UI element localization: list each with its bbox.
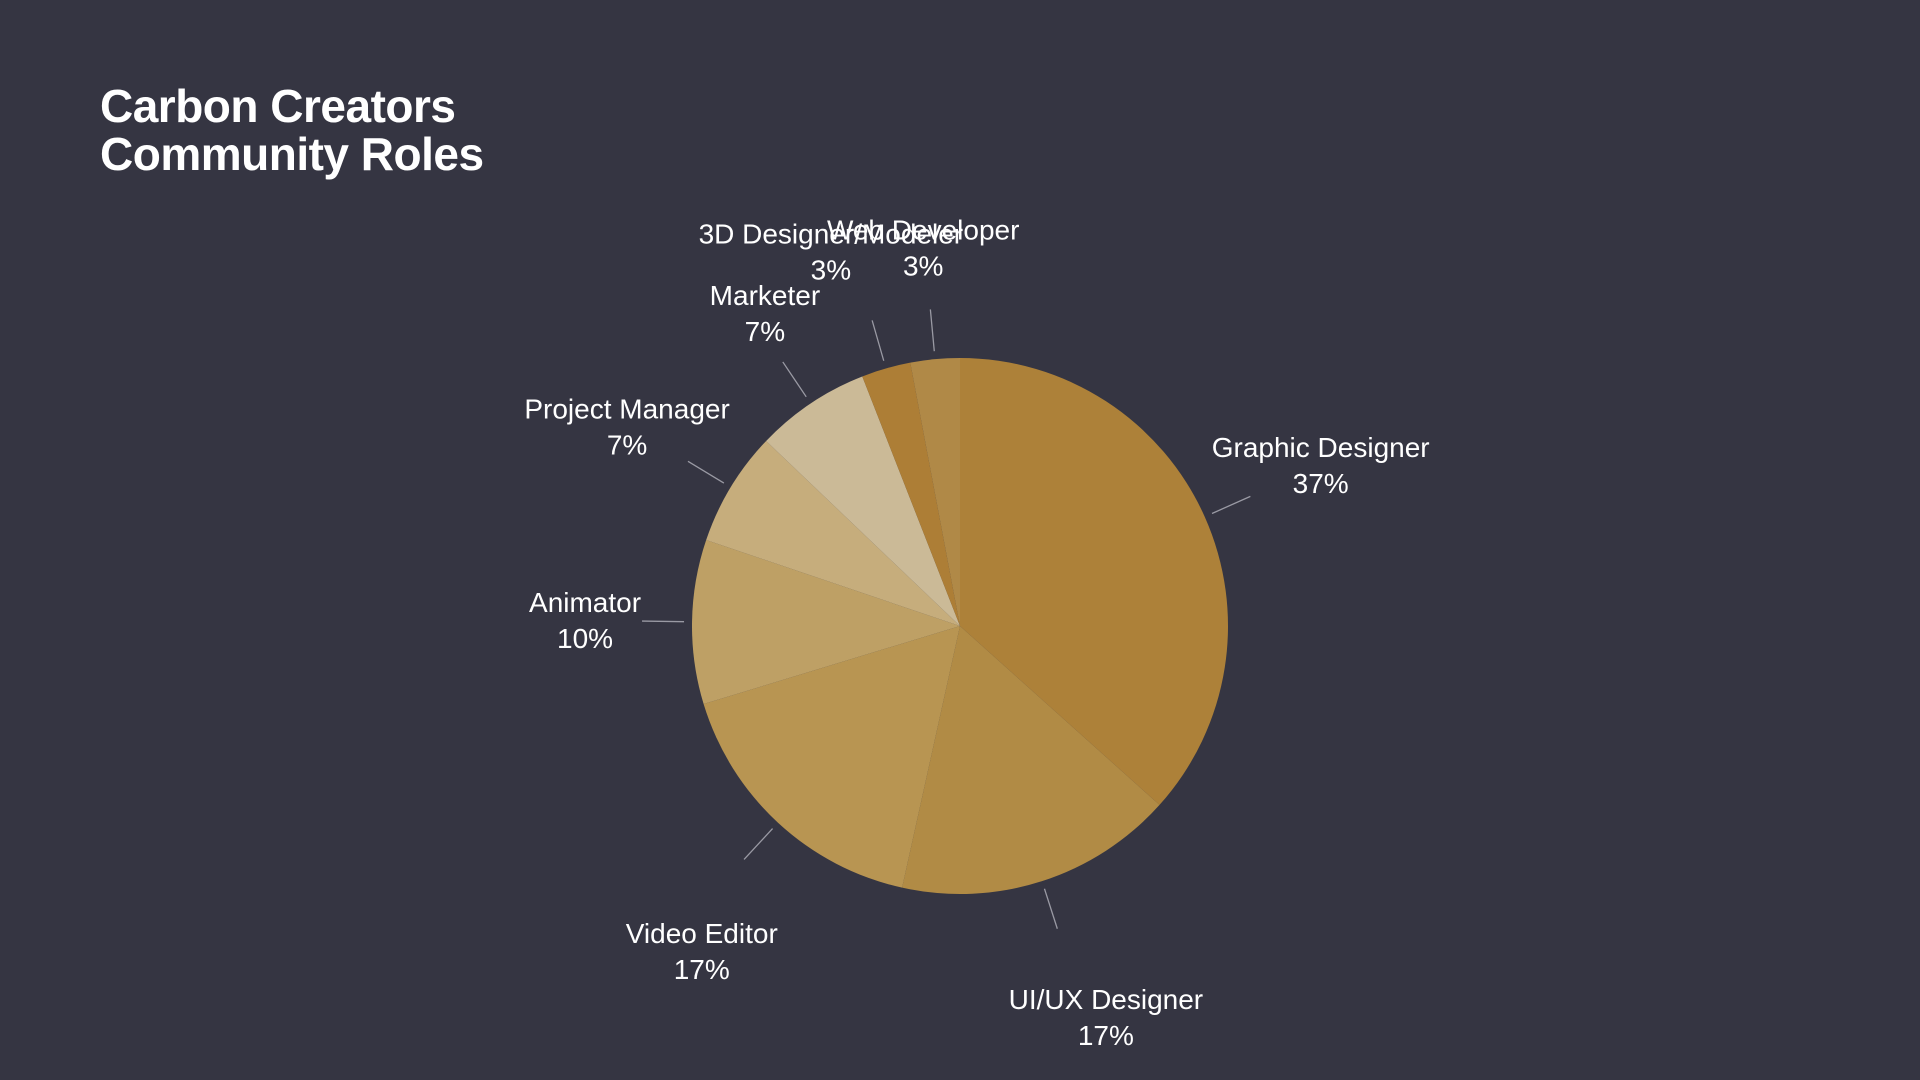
slice-label-web-developer: Web Developer 3%: [827, 215, 1019, 282]
slice-label-marketer: Marketer 7%: [710, 280, 820, 347]
leader-line-web-developer: [929, 309, 935, 352]
slice-label-value: 10%: [557, 623, 613, 654]
pie-slice-graphic-designer: [960, 358, 1229, 805]
slice-label-project-manager: Project Manager 7%: [524, 393, 729, 460]
slice-label-name: Project Manager: [524, 393, 729, 424]
leader-line-ui-ux-designer: [1043, 888, 1058, 929]
leader-line-video-editor: [743, 828, 774, 860]
slice-label-name: Graphic Designer: [1212, 432, 1430, 463]
slice-label-value: 3%: [903, 251, 943, 282]
leader-line-graphic-designer: [1211, 495, 1251, 515]
slice-label-video-editor: Video Editor 17%: [626, 918, 778, 985]
chart-title-line-1: Carbon Creators: [100, 80, 456, 132]
slice-label-name: 3D Designer/Modeler: [699, 218, 964, 249]
slice-label-animator: Animator 10%: [529, 587, 641, 654]
pie-slice-3d-designer-modeler: [862, 362, 960, 626]
pie-slice-ui-ux-designer: [902, 626, 1160, 894]
slice-label-value: 3%: [811, 254, 851, 285]
slice-label-name: UI/UX Designer: [1009, 984, 1204, 1015]
slice-label-value: 17%: [674, 954, 730, 985]
slice-label-name: Animator: [529, 587, 641, 618]
slice-label-value: 37%: [1293, 468, 1349, 499]
pie-slice-web-developer: [910, 358, 960, 626]
pie-slice-project-manager: [706, 440, 960, 626]
leader-line-marketer: [782, 361, 807, 398]
leader-line-animator: [642, 620, 685, 623]
pie-slice-video-editor: [703, 626, 960, 888]
leader-line-3d-designer-modeler: [871, 320, 885, 361]
slice-label-value: 7%: [745, 316, 785, 347]
pie-slices: [692, 358, 1229, 894]
leader-line-project-manager: [687, 460, 725, 484]
chart-title: Carbon Creators Community Roles: [100, 82, 484, 178]
chart-title-line-2: Community Roles: [100, 128, 484, 180]
pie-slice-marketer: [766, 376, 960, 626]
slice-label-value: 17%: [1078, 1020, 1134, 1051]
slice-label-name: Marketer: [710, 280, 820, 311]
slice-label-ui-ux-designer: UI/UX Designer 17%: [1009, 984, 1204, 1051]
slice-label-value: 7%: [607, 429, 647, 460]
slice-label-graphic-designer: Graphic Designer 37%: [1212, 432, 1430, 499]
pie-slice-animator: [692, 540, 960, 705]
leader-lines: [642, 309, 1251, 929]
slice-label-name: Web Developer: [827, 215, 1019, 246]
slice-label-name: Video Editor: [626, 918, 778, 949]
